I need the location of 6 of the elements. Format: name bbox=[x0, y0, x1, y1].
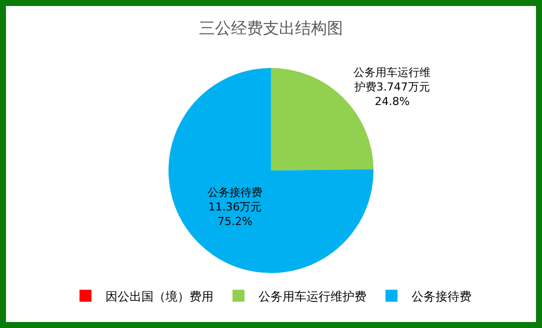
legend-label: 因公出国（境）费用 bbox=[106, 289, 214, 304]
data-label: 公务用车运行维护费3.747万元 24.8% bbox=[353, 66, 431, 108]
legend-label: 公务用车运行维护费 bbox=[258, 289, 366, 304]
chart-title: 三公经费支出结构图 bbox=[199, 18, 343, 38]
legend-label: 公务接待费 bbox=[412, 289, 472, 304]
data-label: 公务接待费11.36万元 75.2% bbox=[207, 186, 262, 228]
